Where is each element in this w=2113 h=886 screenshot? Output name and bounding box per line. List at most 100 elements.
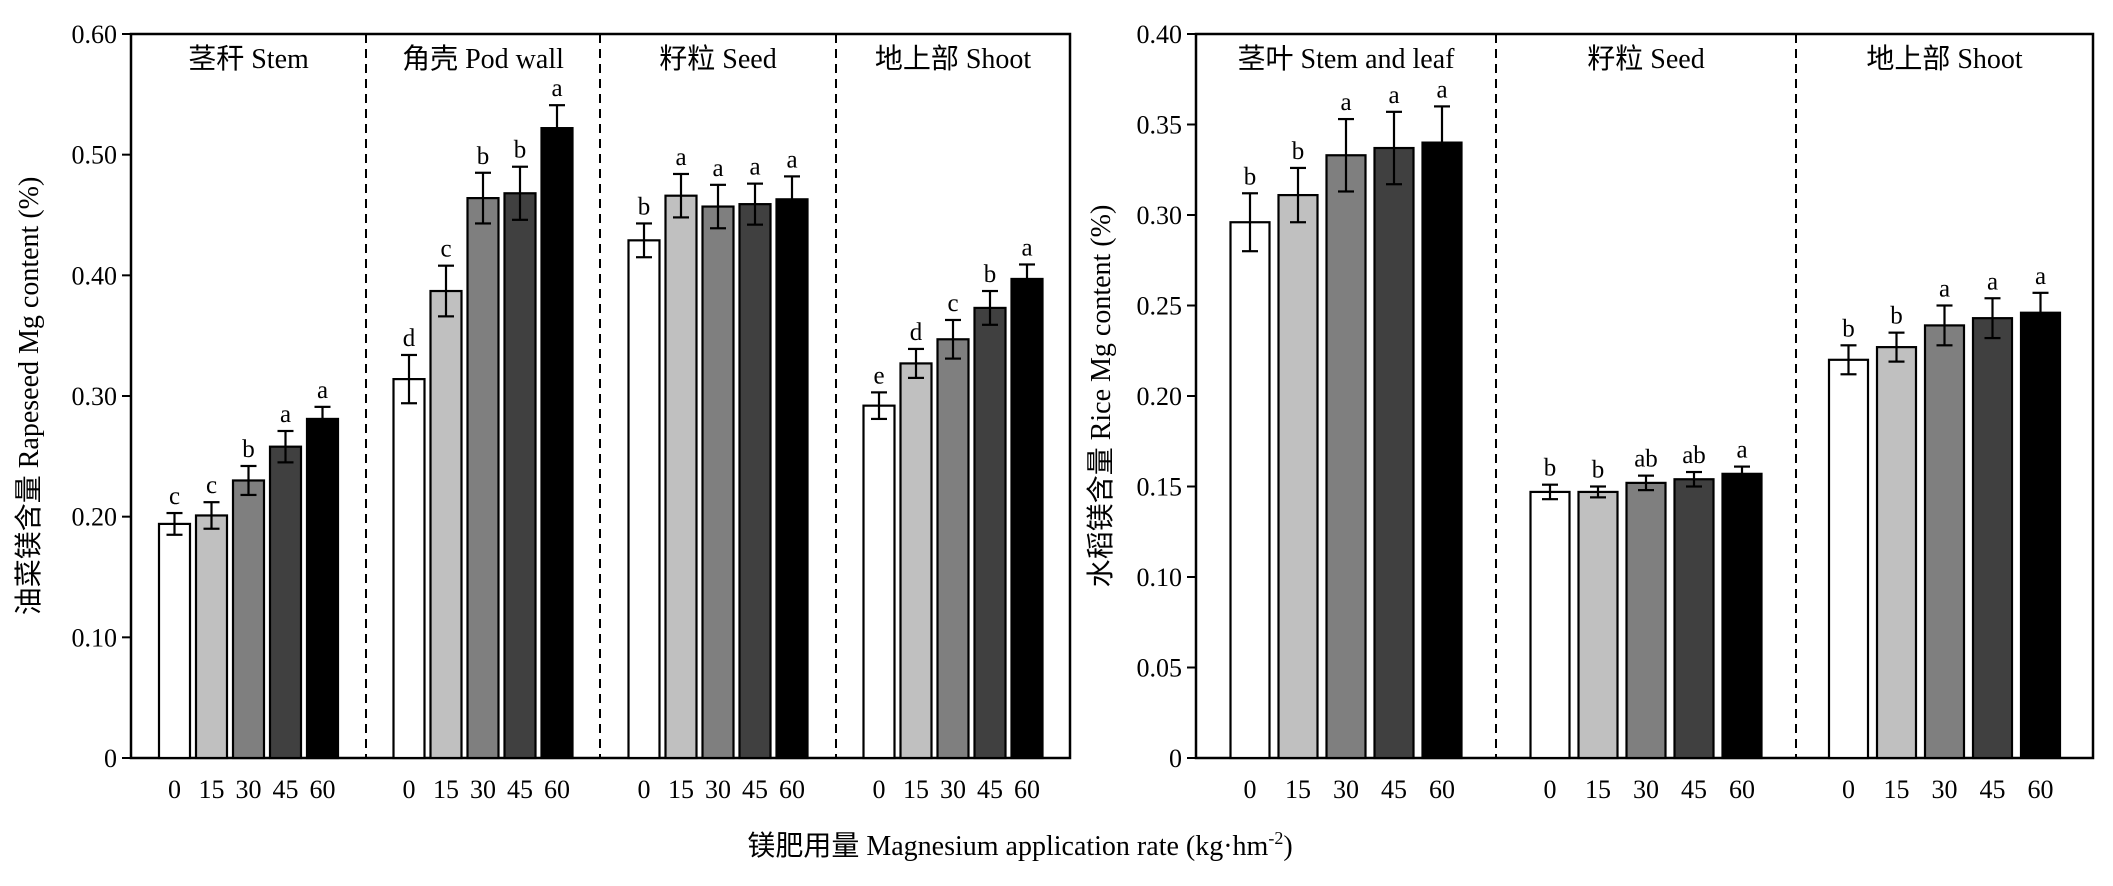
rapeseed-x-tick-label: 15 bbox=[199, 775, 225, 804]
rice-y-tick-label: 0.30 bbox=[1137, 201, 1183, 230]
x-axis-title: 镁肥用量 Magnesium application rate (kg·hm-2… bbox=[747, 828, 1292, 862]
rice-x-tick-label: 15 bbox=[1884, 775, 1910, 804]
rapeseed-significance-letter: b bbox=[638, 193, 651, 220]
rice-y-tick-label: 0.40 bbox=[1137, 20, 1183, 49]
rice-x-tick-label: 60 bbox=[1729, 775, 1755, 804]
rice-x-tick-label: 30 bbox=[1333, 775, 1359, 804]
rapeseed-bar bbox=[738, 203, 772, 760]
rice-bar bbox=[1875, 346, 1918, 760]
rapeseed-x-tick-label: 45 bbox=[507, 775, 533, 804]
rapeseed-significance-letter: e bbox=[873, 362, 884, 389]
rice-significance-letter: ab bbox=[1634, 446, 1658, 473]
rice-bar bbox=[1421, 141, 1463, 760]
x-axis-title-superscript: -2 bbox=[1268, 828, 1283, 848]
rice-significance-letter: a bbox=[1340, 89, 1351, 116]
rapeseed-y-tick-label: 0.10 bbox=[72, 623, 118, 652]
rapeseed-x-tick-label: 45 bbox=[273, 775, 299, 804]
rapeseed-x-tick-label: 30 bbox=[705, 775, 731, 804]
rice-bar bbox=[1577, 490, 1619, 760]
rice-y-tick-label: 0.10 bbox=[1137, 563, 1183, 592]
rice-significance-letter: b bbox=[1544, 455, 1557, 482]
rice-bar bbox=[1277, 193, 1319, 760]
rapeseed-bar bbox=[540, 127, 574, 760]
rapeseed-bar bbox=[429, 289, 463, 760]
rapeseed-bar bbox=[392, 378, 426, 760]
rice-bar bbox=[1529, 490, 1571, 760]
rice-x-tick-label: 30 bbox=[1932, 775, 1958, 804]
rapeseed-significance-letter: a bbox=[749, 154, 760, 181]
rice-x-tick-label: 0 bbox=[1244, 775, 1257, 804]
rice-bar bbox=[1721, 472, 1763, 760]
rapeseed-bar bbox=[1010, 277, 1044, 760]
rice-significance-letter: a bbox=[1939, 276, 1950, 303]
rice-x-tick-label: 30 bbox=[1633, 775, 1659, 804]
rapeseed-x-tick-label: 45 bbox=[977, 775, 1003, 804]
rapeseed-significance-letter: c bbox=[440, 236, 451, 263]
rapeseed-bar bbox=[194, 514, 229, 760]
rapeseed-x-tick-label: 45 bbox=[742, 775, 768, 804]
rapeseed-x-tick-label: 15 bbox=[668, 775, 694, 804]
rice-x-tick-label: 60 bbox=[1429, 775, 1455, 804]
rice-x-tick-label: 0 bbox=[1544, 775, 1557, 804]
rapeseed-significance-letter: a bbox=[551, 75, 562, 102]
x-axis-title-end: ) bbox=[1283, 831, 1292, 862]
rapeseed-x-tick-label: 15 bbox=[903, 775, 929, 804]
rapeseed-significance-letter: b bbox=[477, 143, 490, 170]
rapeseed-x-tick-label: 0 bbox=[873, 775, 886, 804]
rapeseed-significance-letter: c bbox=[206, 472, 217, 499]
rice-y-tick-label: 0 bbox=[1169, 744, 1182, 773]
rice-x-tick-label: 60 bbox=[2028, 775, 2054, 804]
rice-y-tick-label: 0.35 bbox=[1137, 111, 1183, 140]
rice-bar bbox=[1673, 478, 1715, 760]
rapeseed-significance-letter: b bbox=[514, 137, 527, 164]
rapeseed-x-tick-label: 60 bbox=[544, 775, 570, 804]
rice-y-tick-label: 0.05 bbox=[1137, 654, 1183, 683]
rapeseed-bar bbox=[305, 417, 340, 760]
rapeseed-bar bbox=[157, 522, 192, 760]
rapeseed-bar bbox=[862, 404, 896, 760]
rapeseed-y-tick-label: 0.30 bbox=[72, 382, 118, 411]
rapeseed-y-tick-label: 0.40 bbox=[72, 261, 118, 290]
rice-x-tick-label: 15 bbox=[1585, 775, 1611, 804]
rapeseed-x-tick-label: 60 bbox=[310, 775, 336, 804]
rapeseed-significance-letter: a bbox=[786, 146, 797, 173]
rapeseed-group-title: 角壳 Pod wall bbox=[402, 43, 564, 75]
rapeseed-significance-letter: b bbox=[242, 436, 255, 463]
rapeseed-significance-letter: a bbox=[280, 401, 291, 428]
rapeseed-bar bbox=[466, 197, 500, 760]
rapeseed-x-tick-label: 60 bbox=[779, 775, 805, 804]
rapeseed-significance-letter: d bbox=[403, 325, 416, 352]
rapeseed-bar bbox=[664, 194, 698, 760]
rice-significance-letter: a bbox=[2035, 263, 2046, 290]
rapeseed-group-title: 茎秆 Stem bbox=[188, 43, 309, 75]
rapeseed-y-axis-title: 油菜镁含量 Rapeseed Mg content (%) bbox=[13, 177, 45, 616]
rapeseed-significance-letter: a bbox=[712, 155, 723, 182]
rapeseed-x-tick-label: 0 bbox=[168, 775, 181, 804]
rice-bar bbox=[1923, 324, 1966, 760]
rice-group-title: 籽粒 Seed bbox=[1587, 43, 1704, 75]
rapeseed-x-tick-label: 30 bbox=[940, 775, 966, 804]
rapeseed-group-title: 地上部 Shoot bbox=[875, 43, 1032, 75]
rapeseed-bar bbox=[775, 198, 809, 760]
rice-group-title: 地上部 Shoot bbox=[1866, 43, 2023, 75]
rice-group-title: 茎叶 Stem and leaf bbox=[1238, 43, 1456, 75]
rice-significance-letter: a bbox=[1987, 268, 1998, 295]
rice-significance-letter: a bbox=[1736, 437, 1747, 464]
rapeseed-significance-letter: a bbox=[675, 144, 686, 171]
rice-bar bbox=[1325, 154, 1367, 760]
rice-bar bbox=[1229, 221, 1271, 760]
rice-bar bbox=[2019, 311, 2062, 760]
rapeseed-bar bbox=[268, 445, 303, 760]
rapeseed-significance-letter: c bbox=[947, 290, 958, 317]
rapeseed-y-tick-label: 0.60 bbox=[72, 20, 118, 49]
rapeseed-panel: 0 0.10 0.20 0.30 0.40 0.50 0.60 油菜镁含量 Rapeseed … bbox=[13, 20, 1072, 804]
x-axis-title-main: 镁肥用量 Magnesium application rate (kg·hm bbox=[747, 830, 1268, 862]
rice-bar bbox=[1373, 146, 1415, 760]
rapeseed-x-tick-label: 15 bbox=[433, 775, 459, 804]
rapeseed-bar bbox=[701, 205, 735, 760]
rapeseed-group-title: 籽粒 Seed bbox=[659, 43, 776, 75]
rapeseed-x-tick-label: 30 bbox=[236, 775, 262, 804]
rice-bar bbox=[1827, 358, 1870, 760]
